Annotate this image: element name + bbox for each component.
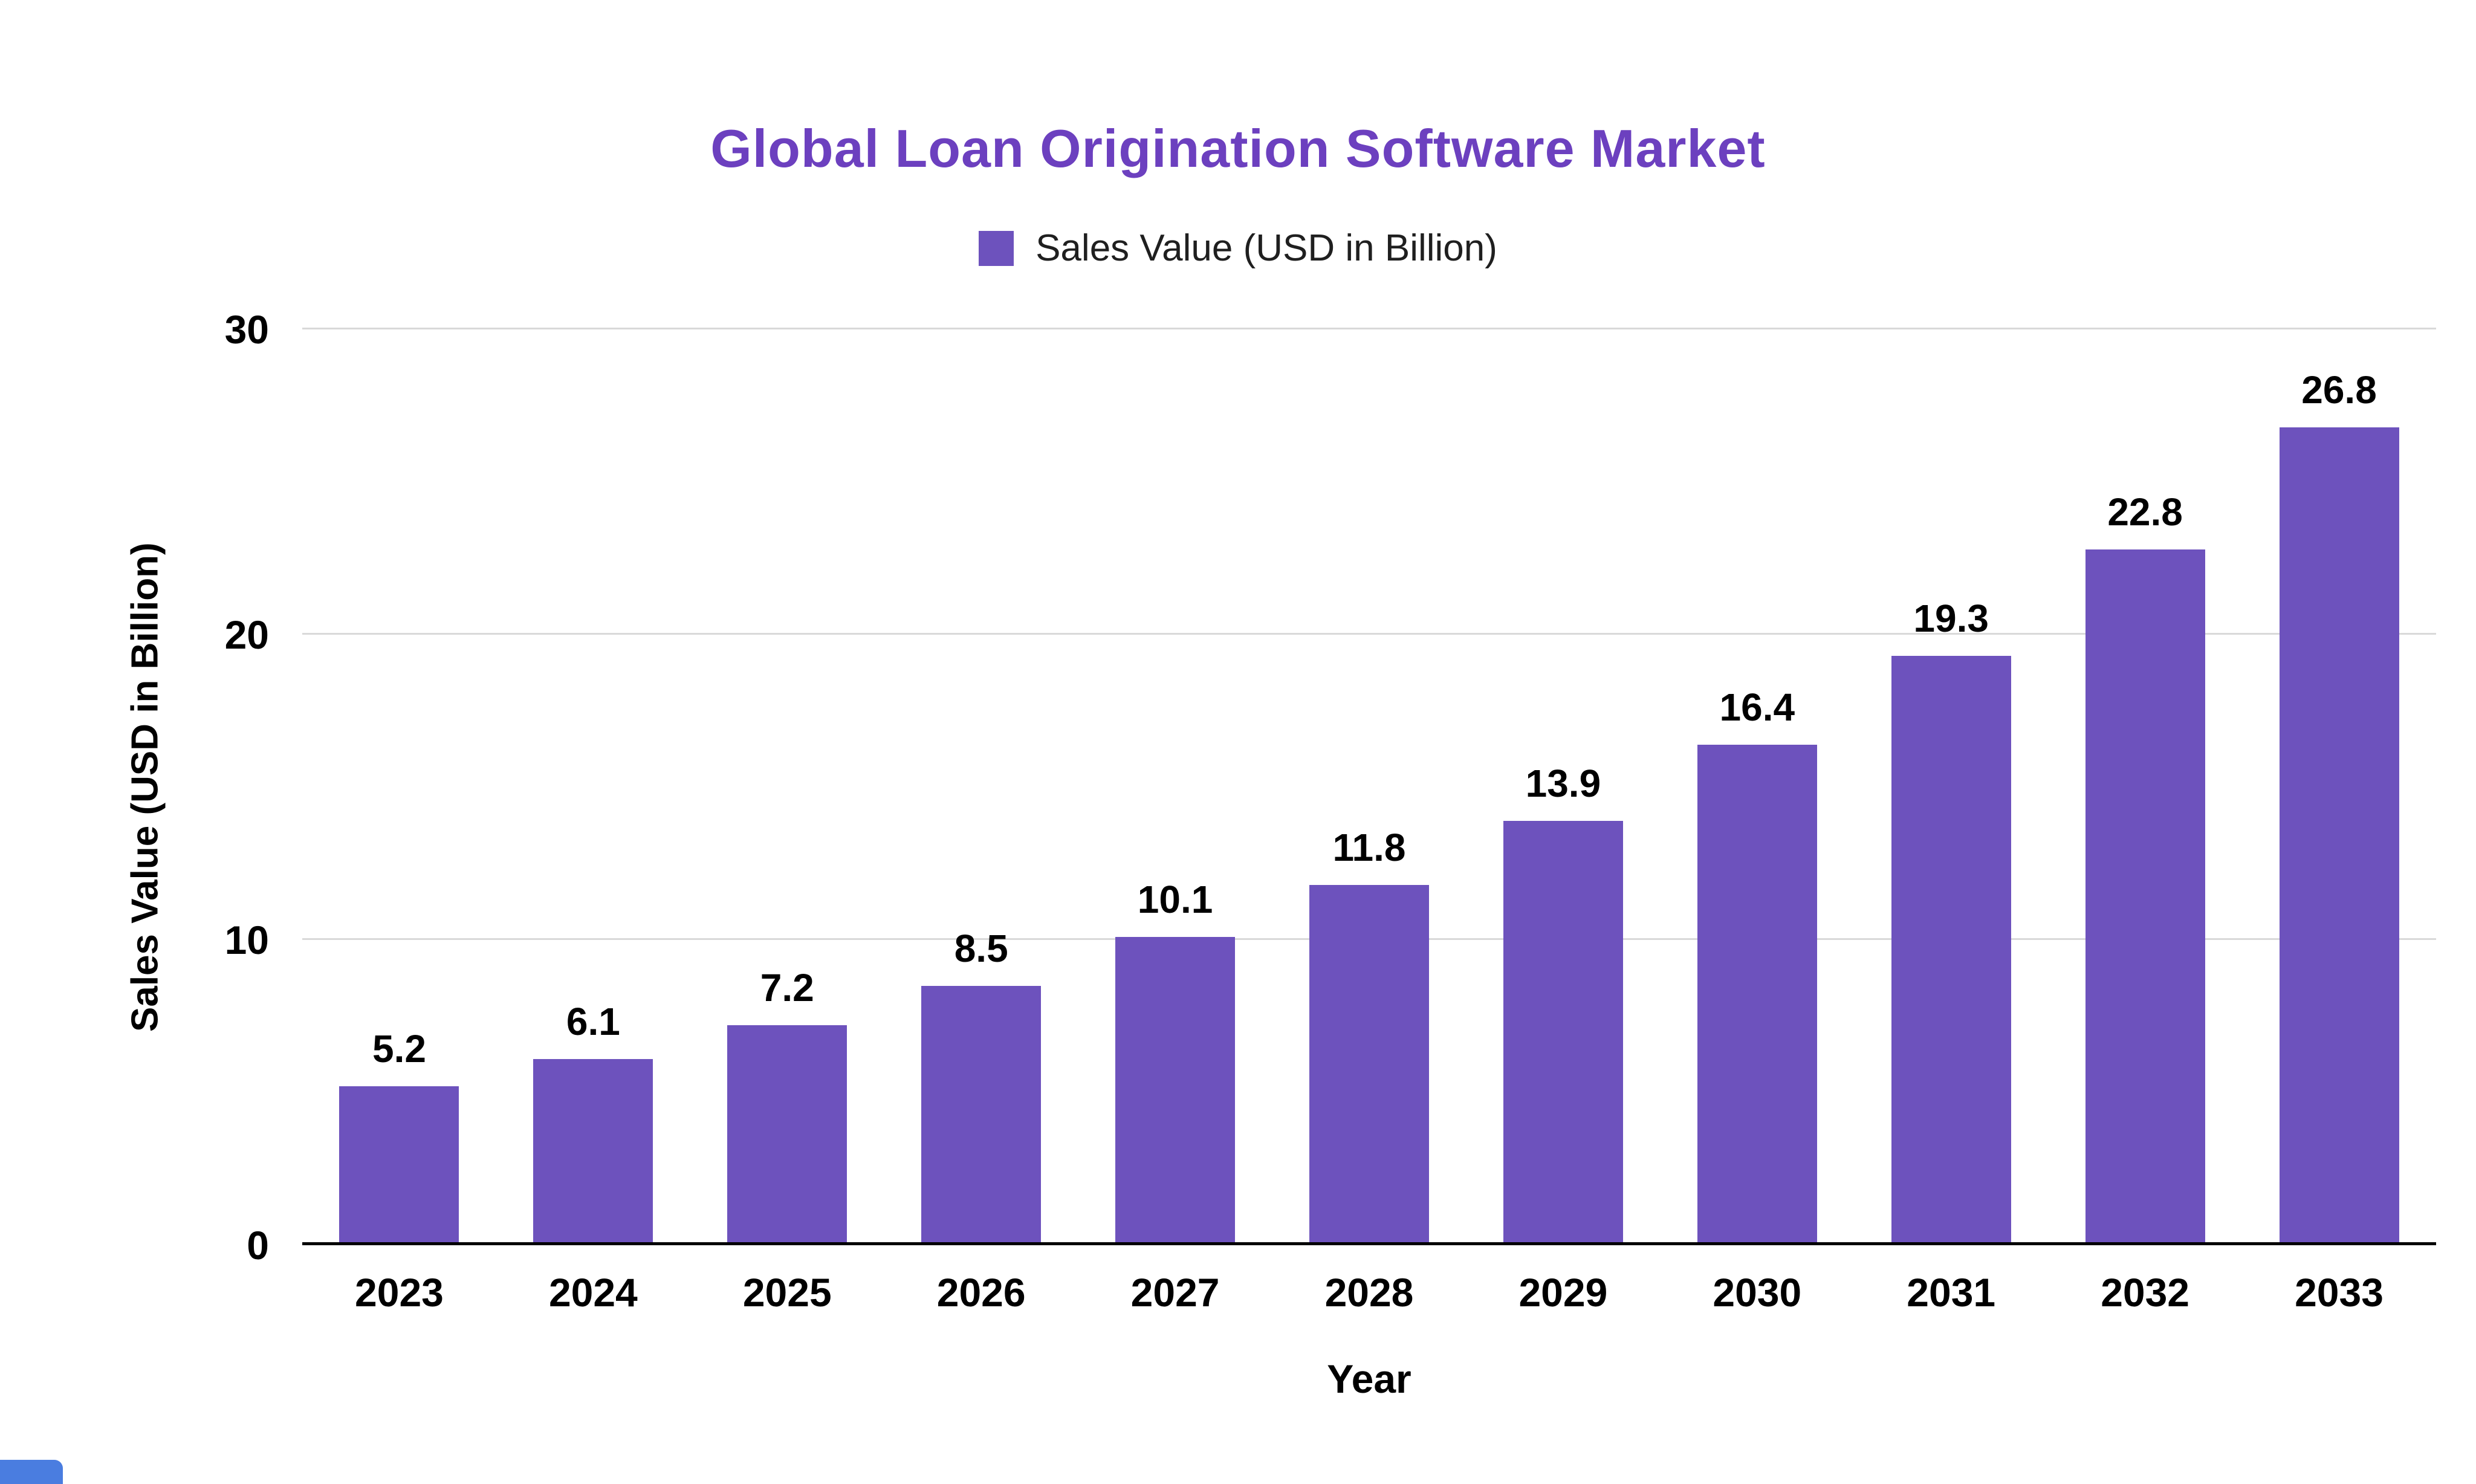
plot-area: 5.2 6.1 7.2 8.5 10.1 11.8 13.9 16.4 19.3 22.8 26.8…	[225, 309, 2436, 1315]
bar	[1697, 744, 1817, 1245]
bar-slot: 8.5	[884, 329, 1078, 1245]
x-tick-label: 2030	[1713, 1270, 1802, 1315]
bar-slot: 5.2	[302, 329, 496, 1245]
bar-slot: 7.2	[690, 329, 884, 1245]
bar	[727, 1025, 847, 1245]
x-axis-labels: 2023 2024 2025 2026 2027 2028 2029 2030 2031 2032…	[302, 1269, 2436, 1315]
bar	[2085, 549, 2205, 1245]
bar-slot: 22.8	[2048, 329, 2242, 1245]
bar	[533, 1058, 653, 1245]
x-tick-label: 2023	[355, 1270, 444, 1315]
x-tick-label: 2028	[1324, 1270, 1414, 1315]
x-axis-title: Year	[1327, 1356, 1411, 1401]
bar-slot: 13.9	[1466, 329, 1660, 1245]
y-tick-label: 30	[224, 307, 269, 352]
legend: Sales Value (USD in Billion)	[0, 227, 2476, 270]
bar	[1503, 821, 1623, 1245]
bar-value-label: 22.8	[2107, 490, 2183, 534]
bar	[1891, 656, 2011, 1245]
bar	[339, 1086, 459, 1245]
x-tick-label: 2027	[1130, 1270, 1220, 1315]
legend-label: Sales Value (USD in Billion)	[1035, 227, 1497, 269]
y-tick-label: 0	[247, 1223, 269, 1268]
bar-value-label: 7.2	[760, 966, 814, 1010]
y-axis-title: Sales Value (USD in Billion)	[124, 542, 166, 1032]
bar	[921, 985, 1042, 1245]
bottom-left-blue-strip	[0, 1460, 63, 1484]
bar-value-label: 5.2	[372, 1027, 426, 1071]
y-tick-label: 20	[224, 612, 269, 657]
bar-value-label: 11.8	[1332, 826, 1406, 870]
x-tick-label: 2024	[548, 1270, 638, 1315]
x-tick-label: 2032	[2101, 1270, 2190, 1315]
bar	[2279, 427, 2399, 1245]
x-tick-label: 2025	[742, 1270, 832, 1315]
y-tick-label: 10	[224, 918, 269, 962]
bar-slot: 26.8	[2242, 329, 2436, 1245]
gridline	[302, 328, 2436, 329]
bar-value-label: 13.9	[1525, 762, 1601, 806]
x-tick-label: 2033	[2295, 1270, 2384, 1315]
bar-slot: 10.1	[1078, 329, 1272, 1245]
bars: 5.2 6.1 7.2 8.5 10.1 11.8 13.9 16.4 19.3 22.8 26.8	[302, 329, 2436, 1245]
x-tick-label: 2026	[936, 1270, 1026, 1315]
x-axis-line	[302, 1242, 2436, 1245]
bar-value-label: 6.1	[566, 999, 620, 1043]
bar-slot: 16.4	[1660, 329, 1854, 1245]
bar-value-label: 10.1	[1137, 877, 1213, 921]
x-tick-label: 2029	[1518, 1270, 1608, 1315]
bar	[1309, 885, 1429, 1245]
bar-value-label: 16.4	[1719, 685, 1795, 729]
bar-value-label: 19.3	[1913, 597, 1989, 641]
bar	[1115, 936, 1236, 1245]
bar-value-label: 26.8	[2301, 368, 2377, 412]
gridline	[302, 633, 2436, 635]
bar-slot: 6.1	[496, 329, 690, 1245]
legend-swatch	[979, 230, 1014, 266]
bar-slot: 19.3	[1854, 329, 2048, 1245]
bar-slot: 11.8	[1272, 329, 1466, 1245]
x-tick-label: 2031	[1907, 1270, 1996, 1315]
chart-title: Global Loan Origination Software Market	[710, 118, 1766, 178]
bar-value-label: 8.5	[954, 926, 1008, 970]
